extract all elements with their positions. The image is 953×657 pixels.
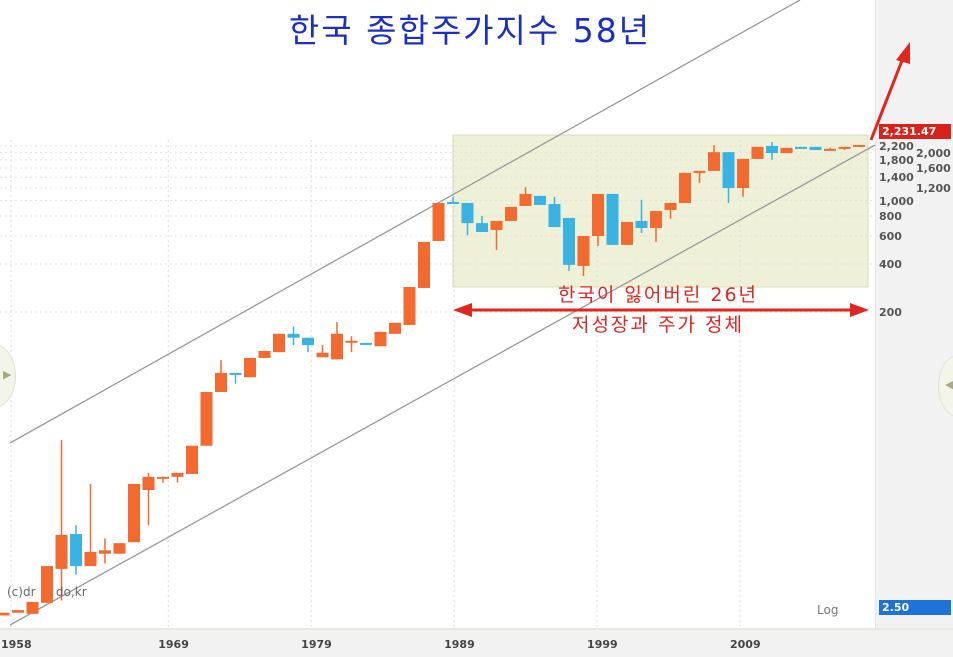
- candle-body: [84, 552, 97, 567]
- candle-body: [70, 534, 82, 567]
- candle-body: [432, 203, 445, 241]
- candle-body: [592, 193, 604, 237]
- log-scale-label[interactable]: Log: [817, 603, 839, 617]
- candle-body: [215, 372, 227, 392]
- x-tick-label: 1979: [301, 638, 332, 651]
- x-tick-label: 2009: [730, 638, 761, 651]
- x-tick-label: 1958: [1, 638, 32, 651]
- candle-body: [490, 220, 503, 230]
- candle-body: [41, 566, 53, 603]
- channel-lower-line: [9, 144, 876, 626]
- candle-body: [287, 333, 300, 338]
- candle-body: [374, 331, 387, 347]
- candle-body: [505, 206, 517, 221]
- candle-body: [0, 612, 10, 616]
- candle-body: [780, 147, 793, 154]
- candle-body: [650, 211, 662, 228]
- copyright-text: (c)dr: [7, 585, 36, 599]
- candle-body: [447, 201, 459, 204]
- candle-body: [200, 391, 213, 446]
- candle-body: [751, 146, 764, 159]
- candle-body: [635, 220, 648, 228]
- arrow-right-head-icon: [850, 303, 869, 317]
- candle-body: [128, 483, 140, 543]
- candle-body: [519, 193, 532, 206]
- candle-body: [331, 333, 343, 360]
- annotation-line1: 한국이 잃어버린 26년: [557, 284, 759, 306]
- candle-body: [403, 286, 416, 325]
- candle-body: [693, 170, 706, 173]
- candle-body: [722, 152, 735, 189]
- candle-body: [737, 158, 749, 189]
- candle-body: [12, 610, 24, 613]
- channel-upper-line: [9, 0, 801, 444]
- candle-body: [534, 195, 546, 205]
- candle-body: [157, 476, 169, 479]
- y-tick-label: 800: [879, 210, 902, 223]
- candle-body: [476, 223, 488, 232]
- candle-body: [824, 148, 836, 151]
- candle-body: [795, 146, 807, 149]
- candle-body: [186, 445, 198, 474]
- candle-body: [229, 372, 242, 375]
- candle-body: [345, 340, 358, 343]
- y-tick-label: 1,800: [879, 153, 914, 167]
- candle-body: [548, 204, 561, 228]
- copyright-text-2: do,kr: [56, 585, 87, 599]
- candle-body: [389, 322, 401, 334]
- candle-body: [621, 221, 633, 245]
- y-tick-label: 2,200: [879, 139, 914, 153]
- candle-body: [606, 193, 619, 245]
- candle-body: [99, 550, 111, 554]
- y-tick-label: 1,000: [879, 194, 914, 208]
- candle-body: [55, 534, 68, 569]
- candle-body: [461, 203, 474, 224]
- candle-body: [273, 333, 285, 353]
- x-tick-label: 1999: [587, 638, 618, 651]
- candle-body: [418, 241, 430, 288]
- candle-body: [244, 357, 256, 378]
- arrow-right-icon: ▶: [3, 368, 12, 381]
- annotation-line2: 저성장과 주가 정체: [572, 314, 744, 336]
- y-tick-label: 1,200: [916, 181, 951, 195]
- y-tick-label: 1,600: [916, 162, 951, 175]
- x-tick-label: 1989: [444, 638, 475, 651]
- y-tick-label: 600: [879, 229, 902, 243]
- arrow-left-icon: ◀: [945, 378, 953, 391]
- candle-body: [766, 145, 778, 154]
- candle-body: [577, 236, 590, 266]
- candle-body: [26, 601, 39, 614]
- x-axis-panel: [0, 628, 953, 657]
- y-axis-panel: [875, 0, 953, 628]
- chart-title: 한국 종합주가지수 58년: [288, 11, 652, 50]
- up-arrow-head-icon: [896, 42, 910, 64]
- candle-body: [316, 352, 329, 358]
- candle-body: [708, 152, 720, 171]
- candle-body: [809, 146, 822, 150]
- last-value-label: 2,231.47: [879, 124, 951, 139]
- y-tick-label: 400: [879, 258, 902, 271]
- arrow-left-head-icon: [453, 303, 472, 317]
- min-value-label: 2.50: [879, 600, 951, 615]
- candle-body: [838, 146, 851, 149]
- candle-body: [853, 144, 865, 147]
- candle-body: [679, 172, 691, 204]
- x-tick-label: 1969: [158, 638, 189, 651]
- candle-body: [664, 203, 677, 210]
- candle-body: [142, 476, 155, 491]
- candle-body: [258, 350, 271, 358]
- candle-body: [171, 472, 184, 477]
- candle-body: [113, 543, 126, 554]
- candle-body: [563, 217, 575, 265]
- candle-body: [360, 342, 372, 345]
- y-tick-label: 2,000: [916, 146, 951, 160]
- up-arrow-line: [869, 57, 905, 141]
- y-tick-label: 1,400: [879, 171, 914, 185]
- y-tick-label: 200: [879, 306, 902, 319]
- candle-body: [302, 337, 314, 346]
